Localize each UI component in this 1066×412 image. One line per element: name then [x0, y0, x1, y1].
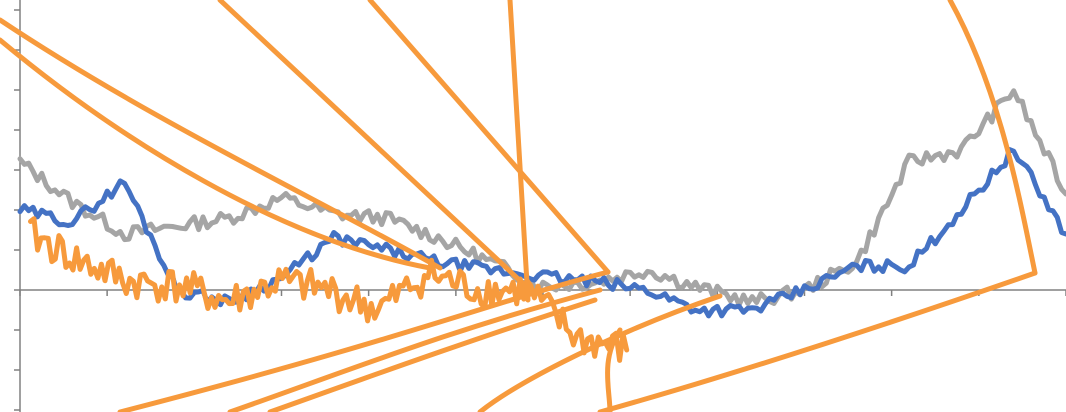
orange-artifact-line	[227, 287, 603, 412]
orange-line-artifacts	[0, 0, 1038, 412]
orange-artifact-line	[217, 0, 533, 293]
chart-axes	[14, 0, 1066, 412]
orange-artifact-line	[477, 293, 723, 412]
gray-series-line	[17, 88, 1066, 308]
orange-artifact-line	[267, 297, 598, 412]
orange-artifact-line	[367, 0, 611, 275]
orange-artifact-line	[0, 17, 443, 271]
orange-artifact-line	[0, 37, 433, 271]
orange-artifact-line	[947, 0, 1038, 276]
orange-artifact-line	[597, 270, 1038, 412]
chart-series	[17, 88, 1066, 363]
orange-artifact-line	[117, 269, 611, 412]
blue-series-line	[17, 147, 1066, 319]
orange-artifact-line	[507, 0, 531, 303]
